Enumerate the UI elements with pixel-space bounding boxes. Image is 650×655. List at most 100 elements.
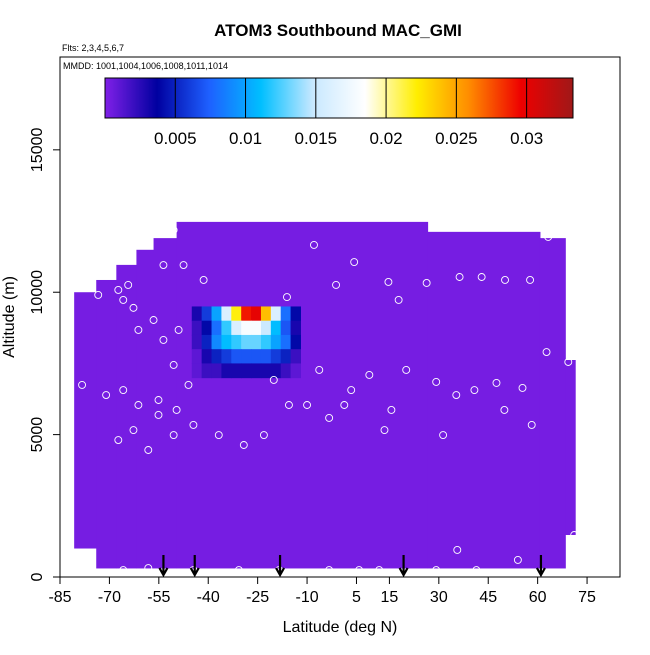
flight-point: [189, 420, 198, 429]
hotspot-cell: [201, 363, 213, 379]
flight-point: [114, 285, 123, 294]
hotspot-cell: [260, 363, 272, 379]
flight-point: [119, 386, 128, 394]
flight-point: [129, 426, 138, 435]
flight-point: [355, 566, 364, 574]
hotspot-cell: [241, 320, 252, 336]
flight-point: [310, 241, 318, 249]
x-tick-label: -25: [246, 589, 269, 606]
x-tick-label: -10: [295, 589, 318, 606]
flight-point: [564, 358, 573, 366]
flight-point: [527, 420, 536, 429]
flight-point: [384, 278, 393, 286]
flight-point: [402, 366, 411, 374]
hotspot-cell: [211, 320, 222, 336]
field-column: [153, 238, 178, 569]
flight-point: [432, 377, 441, 386]
hotspot-cell: [260, 320, 272, 336]
flight-point: [394, 295, 403, 304]
hotspot-cell: [211, 306, 222, 322]
flight-point: [259, 431, 268, 439]
hotspot-cell: [211, 363, 222, 379]
hotspot-cell: [251, 320, 262, 336]
hotspot-cell: [260, 349, 272, 364]
flight-point: [149, 316, 158, 324]
flight-point: [78, 380, 87, 389]
hotspot-cell: [241, 349, 252, 364]
flight-point: [570, 531, 579, 539]
hotspot-cell: [221, 320, 232, 336]
flight-point: [144, 564, 153, 572]
hotspot-cell: [251, 334, 262, 350]
flight-point: [492, 378, 501, 387]
hotspot-cell: [270, 363, 282, 379]
x-tick-label: -55: [147, 589, 170, 606]
flight-point: [347, 386, 356, 394]
colorbar-tick-label: 0.005: [154, 129, 197, 148]
hotspot-cell: [191, 306, 203, 322]
flight-point: [214, 431, 223, 439]
hotspot-cell: [251, 306, 262, 322]
hotspot-cell: [211, 334, 222, 350]
hotspot-cell: [251, 349, 262, 364]
hotspot-cell: [241, 363, 252, 379]
flight-point: [477, 273, 486, 281]
y-axis-label: Altitude (m): [1, 276, 18, 358]
hotspot-cell: [191, 320, 203, 336]
arrow: [275, 555, 286, 578]
hotspot-cell: [191, 349, 203, 364]
flight-point: [365, 371, 374, 379]
hotspot-cell: [260, 306, 272, 322]
flight-point: [513, 555, 522, 564]
flight-point: [234, 566, 243, 574]
hotspot-cell: [251, 363, 262, 379]
x-tick-label: 5: [352, 589, 361, 606]
flight-point: [154, 396, 163, 404]
hotspot-cell: [211, 349, 222, 364]
dates-note: MMDD: 1001,1004,1006,1008,1011,1014: [63, 61, 228, 71]
flight-point: [332, 281, 340, 289]
flight-point: [387, 406, 396, 414]
hotspot-cell: [270, 334, 282, 350]
hotspot-cell: [221, 363, 232, 379]
hotspot-cell: [280, 363, 292, 379]
hotspot-cell: [270, 320, 282, 336]
flight-point: [500, 406, 509, 414]
colorbar-tick-label: 0.025: [435, 129, 478, 148]
plot-frame: [59, 56, 621, 578]
chart-title: ATOM3 Southbound MAC_GMI: [214, 21, 462, 40]
flight-point: [542, 348, 551, 356]
flight-point: [184, 380, 193, 389]
hotspot-cell: [191, 334, 203, 350]
flight-point: [303, 401, 312, 409]
flight-point: [470, 386, 479, 394]
hotspot-cell: [201, 349, 213, 364]
flight-point: [144, 446, 153, 454]
hotspot-cell: [201, 306, 213, 322]
hotspot-cell: [270, 306, 282, 322]
hotspot-cell: [270, 349, 282, 364]
flight-point: [544, 233, 553, 241]
arrow: [189, 555, 200, 578]
flight-point: [455, 273, 464, 281]
flight-point: [134, 401, 143, 409]
x-tick-label: -70: [98, 589, 121, 606]
hotspot-cell: [201, 320, 213, 336]
hotspot-cell: [290, 334, 301, 350]
flight-point: [350, 258, 359, 266]
hotspot-cell: [241, 306, 252, 322]
y-tick-label: 15000: [29, 127, 46, 172]
flight-point: [102, 391, 111, 399]
flight-point: [375, 566, 384, 574]
hotspot-cell: [241, 334, 252, 350]
field-column: [539, 238, 566, 569]
x-tick-label: -85: [48, 589, 71, 606]
flight-point: [124, 281, 133, 289]
flight-point: [172, 406, 181, 414]
arrow: [398, 555, 409, 578]
y-tick-label: 5000: [29, 417, 46, 453]
hotspot-cell: [221, 334, 232, 350]
field-column: [136, 249, 155, 569]
flight-point: [432, 566, 441, 574]
hotspot-cell: [290, 306, 301, 322]
